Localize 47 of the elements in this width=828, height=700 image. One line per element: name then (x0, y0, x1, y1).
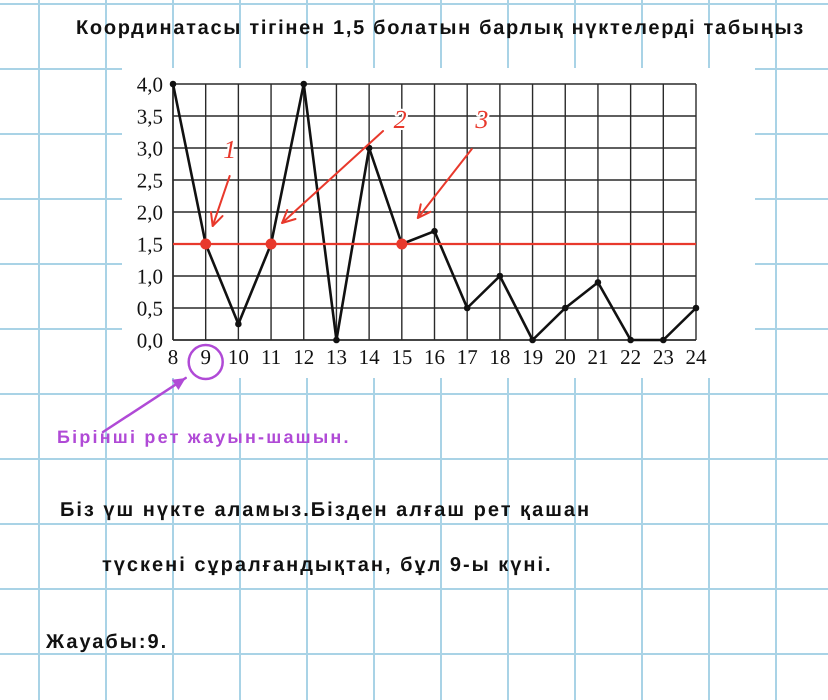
y-tick-label: 4,0 (136, 72, 163, 96)
point (431, 228, 438, 234)
x-tick-label: 19 (522, 344, 544, 369)
y-tick-label: 3,0 (136, 136, 163, 160)
x-tick-label: 12 (293, 344, 314, 369)
point (594, 279, 602, 286)
point (496, 272, 504, 280)
text: Бірінші рет жауын-шашын. (57, 427, 351, 447)
x-tick-label: 22 (620, 344, 642, 369)
y-tick-label: 3,5 (136, 104, 163, 128)
point (660, 336, 667, 344)
x-tick-label: 11 (260, 344, 282, 369)
x-tick-label: 13 (326, 344, 347, 369)
point (562, 304, 569, 312)
x-tick-label: 20 (554, 344, 576, 369)
x-tick-label: 21 (587, 344, 608, 369)
point (627, 336, 634, 344)
x-tick-label: 8 (168, 344, 178, 369)
x-tick-label: 16 (424, 344, 445, 369)
x-tick-label: 9 (200, 344, 211, 369)
text: Жауабы:9. (45, 631, 168, 653)
text: Біз үш нүкте аламыз.Бізден алғаш рет қашан (60, 499, 592, 521)
x-tick-label: 18 (489, 344, 510, 369)
x-tick-label: 23 (652, 344, 674, 369)
x-tick-label: 17 (456, 344, 478, 369)
chart-title: Координатасы тігінен 1,5 болатын барлық нүктелерді табыңыз (76, 17, 805, 39)
y-tick-label: 2,5 (136, 168, 163, 192)
point (266, 238, 277, 250)
point (529, 336, 536, 344)
point (200, 238, 212, 250)
x-tick-label: 24 (686, 344, 707, 369)
x-tick-label: 14 (358, 344, 380, 369)
point (235, 320, 242, 328)
text: түскені сұралғандықтан, бұл 9-ы күні. (102, 554, 553, 576)
y-tick-label: 0,0 (136, 328, 163, 352)
x-tick-label: 15 (391, 344, 412, 369)
point (464, 304, 470, 312)
y-tick-label: 1,0 (136, 264, 163, 288)
point (170, 80, 176, 88)
y-tick-label: 1,5 (136, 232, 163, 256)
point (333, 336, 340, 344)
y-tick-label: 2,0 (136, 200, 163, 224)
x-tick-label: 10 (228, 344, 249, 369)
point (396, 238, 408, 250)
point (300, 80, 308, 88)
y-tick-label: 0,5 (136, 296, 163, 320)
point (692, 304, 700, 312)
